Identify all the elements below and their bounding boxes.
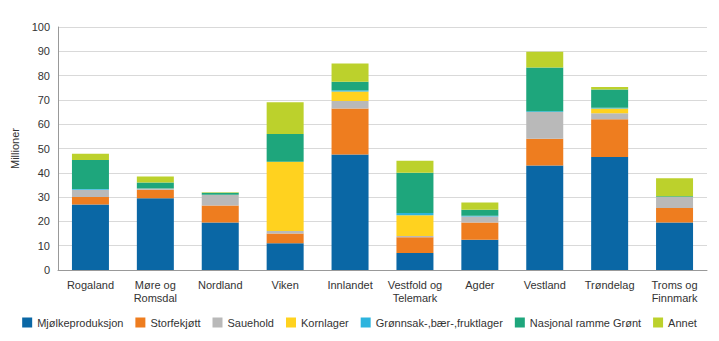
- svg-text:Millioner: Millioner: [9, 128, 21, 169]
- svg-text:80: 80: [38, 70, 50, 82]
- svg-text:90: 90: [38, 45, 50, 57]
- svg-text:Agder: Agder: [465, 279, 495, 291]
- svg-text:Rogaland: Rogaland: [67, 279, 114, 291]
- svg-text:60: 60: [38, 118, 50, 130]
- svg-text:Kornlager: Kornlager: [301, 317, 349, 329]
- svg-text:Møre og: Møre og: [135, 279, 176, 291]
- svg-text:50: 50: [38, 143, 50, 155]
- svg-text:40: 40: [38, 167, 50, 179]
- svg-text:Trøndelag: Trøndelag: [585, 279, 635, 291]
- svg-text:Telemark: Telemark: [393, 292, 438, 304]
- svg-text:Romsdal: Romsdal: [134, 292, 177, 304]
- svg-text:100: 100: [32, 21, 50, 33]
- svg-text:Nordland: Nordland: [198, 279, 243, 291]
- svg-text:Grønnsak-,bær-,fruktlager: Grønnsak-,bær-,fruktlager: [376, 317, 503, 329]
- svg-text:0: 0: [44, 264, 50, 276]
- svg-text:Vestland: Vestland: [524, 279, 566, 291]
- svg-text:Vestfold og: Vestfold og: [388, 279, 442, 291]
- svg-text:10: 10: [38, 240, 50, 252]
- svg-text:Finnmark: Finnmark: [652, 292, 698, 304]
- svg-text:Innlandet: Innlandet: [327, 279, 372, 291]
- svg-text:Nasjonal ramme Grønt: Nasjonal ramme Grønt: [530, 317, 641, 329]
- svg-text:Annet: Annet: [668, 317, 697, 329]
- svg-text:Viken: Viken: [271, 279, 298, 291]
- svg-text:70: 70: [38, 94, 50, 106]
- svg-text:Sauehold: Sauehold: [227, 317, 274, 329]
- svg-text:Troms og: Troms og: [652, 279, 698, 291]
- svg-text:20: 20: [38, 215, 50, 227]
- svg-text:30: 30: [38, 191, 50, 203]
- svg-text:Mjølkeproduksjon: Mjølkeproduksjon: [37, 317, 123, 329]
- svg-text:Storfekjøtt: Storfekjøtt: [150, 317, 200, 329]
